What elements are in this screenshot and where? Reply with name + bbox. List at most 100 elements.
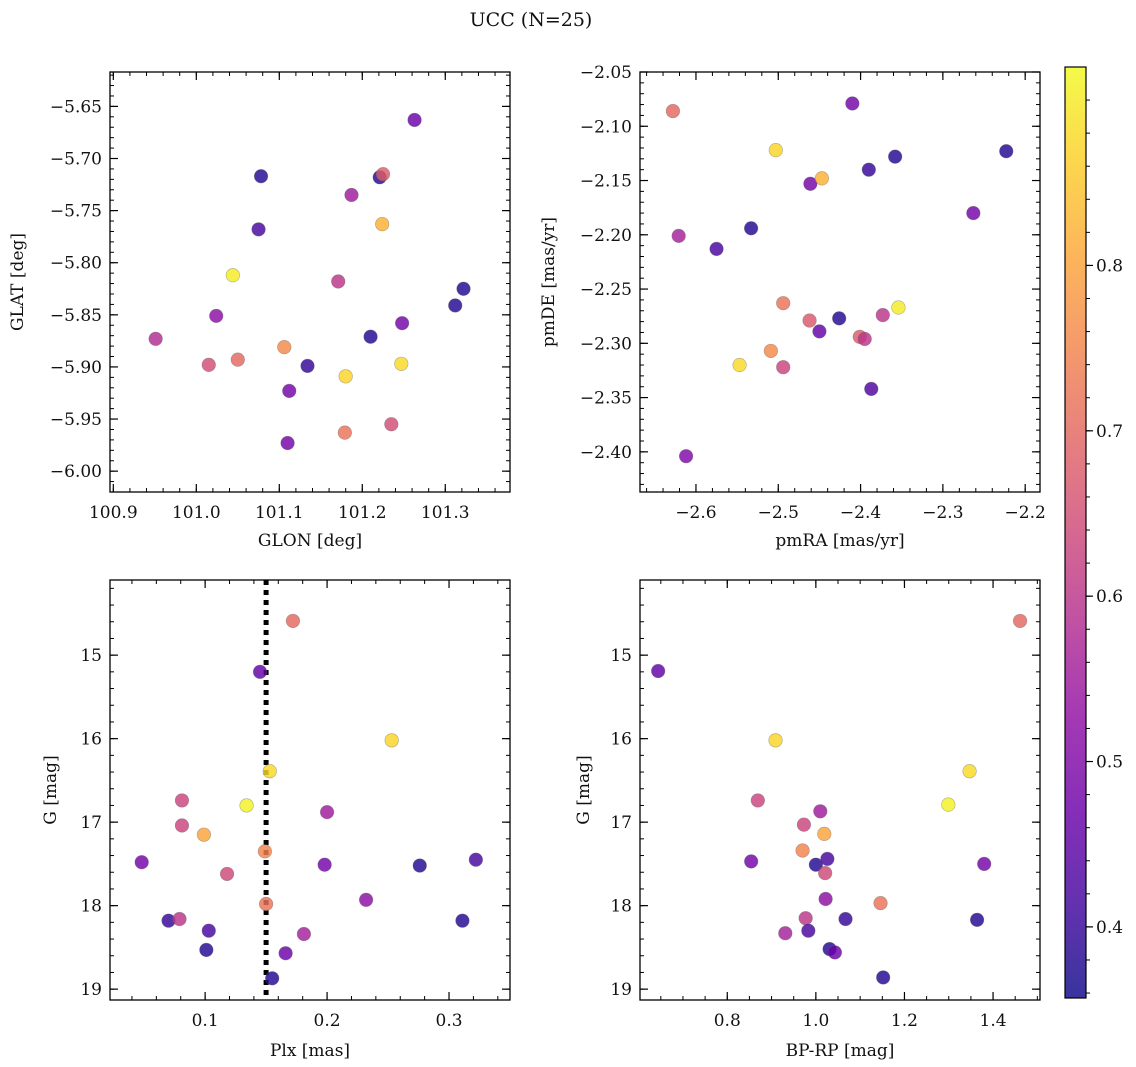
data-point [282, 383, 297, 399]
subplot-bprp-g: 0.8 1.0 1.2 1.4 15 16 17 18 19 [610, 579, 1041, 1031]
axes-frame [639, 579, 1041, 1001]
data-point [412, 858, 427, 873]
data-point [331, 274, 346, 289]
data-point [744, 221, 759, 236]
data-point [671, 228, 686, 243]
colorbar-tick-label: 0.7 [1096, 422, 1123, 442]
data-point [384, 733, 399, 748]
data-point [338, 369, 353, 384]
data-point [941, 797, 956, 812]
data-point [395, 316, 410, 331]
data-point [1012, 613, 1028, 629]
y-tick-label: 16 [80, 730, 102, 750]
x-tick-label: −2.5 [758, 503, 799, 523]
y-tick-label: −2.15 [580, 172, 632, 192]
y-tick-label: −5.80 [50, 254, 102, 274]
y-tick-label: 17 [610, 813, 632, 833]
y-tick-label: −5.85 [50, 306, 102, 326]
data-point [891, 300, 906, 315]
x-tick-label: 1.2 [891, 1011, 918, 1031]
x-axis-label-bprp: BP-RP [mag] [786, 1041, 895, 1061]
data-point [861, 162, 876, 177]
data-point [888, 149, 903, 164]
y-tick-label: −2.40 [580, 443, 632, 463]
y-axis-label-g-left: G [mag] [41, 755, 61, 824]
data-point [969, 912, 985, 927]
data-point [876, 970, 891, 985]
data-point [813, 804, 828, 819]
data-point [344, 187, 359, 203]
data-point [817, 826, 832, 841]
data-point [337, 425, 352, 440]
data-point [252, 664, 268, 679]
x-axis-label-glon: GLON [deg] [258, 531, 362, 551]
subplot-pmra-pmde: −2.6 −2.5 −2.4 −2.3 −2.2 −2.05 −2.10 −2.15 −2.20… [580, 63, 1046, 523]
data-point [277, 340, 292, 355]
data-point [820, 851, 835, 866]
data-point [977, 856, 992, 871]
data-point [148, 331, 163, 346]
x-axis-label-plx: Plx [mas] [270, 1041, 350, 1061]
y-tick-label: 15 [80, 646, 102, 666]
data-point [300, 358, 315, 373]
data-point [209, 308, 224, 323]
data-point [732, 357, 747, 373]
data-point [665, 103, 681, 119]
data-point [768, 143, 783, 158]
data-point [812, 324, 827, 339]
x-tick-label: −2.4 [840, 503, 881, 523]
data-point [319, 805, 335, 820]
x-tick-label: 1.4 [980, 1011, 1007, 1031]
data-point [678, 449, 694, 464]
x-tick-label: 101.1 [255, 503, 304, 523]
y-tick-label: 17 [80, 813, 102, 833]
data-point [278, 946, 293, 961]
colorbar-tick-label: 0.6 [1096, 587, 1123, 607]
data-point [468, 852, 483, 867]
x-axis-label-pmra: pmRA [mas/yr] [775, 531, 904, 551]
axes-frame [639, 71, 1041, 493]
y-axis-label-glat: GLAT [deg] [8, 233, 28, 331]
colorbar-tick-label: 0.8 [1096, 256, 1123, 276]
data-point [199, 942, 214, 958]
data-point [448, 298, 463, 313]
data-point [857, 331, 872, 347]
data-point [778, 926, 793, 941]
data-point [838, 911, 853, 927]
y-tick-label: −5.70 [50, 150, 102, 170]
data-point [174, 818, 190, 833]
x-tick-label: −2.3 [922, 503, 963, 523]
data-point [455, 913, 470, 928]
data-point [651, 663, 666, 679]
data-point [802, 313, 817, 328]
data-point [201, 923, 216, 938]
figure-title: UCC (N=25) [470, 9, 593, 31]
data-point [239, 798, 254, 813]
x-tick-label: 0.8 [714, 1011, 741, 1031]
data-point [296, 926, 312, 942]
colorbar: 0.4 0.5 0.6 0.7 0.8 [1064, 66, 1123, 999]
data-point [174, 793, 190, 808]
x-tick-label: 0.3 [436, 1011, 463, 1031]
axes-frame [109, 71, 511, 493]
data-point [768, 733, 783, 748]
y-tick-label: 19 [610, 980, 632, 1000]
data-point [317, 857, 332, 872]
data-point [363, 329, 378, 344]
x-tick-label: 0.2 [314, 1011, 341, 1031]
y-tick-label: −5.65 [50, 97, 102, 117]
data-point [750, 793, 765, 808]
data-point [394, 356, 409, 371]
data-point [257, 844, 272, 859]
colorbar-tick-label: 0.5 [1096, 753, 1123, 773]
data-point [801, 923, 816, 938]
subplot-glon-glat: 100.9 101.0 101.1 101.2 101.3 −5.65 −5.70 −5.75… [50, 71, 511, 523]
y-tick-label: −2.05 [580, 63, 632, 83]
data-point [196, 827, 212, 842]
y-tick-label: −2.10 [580, 117, 632, 137]
x-tick-label: −2.2 [1005, 503, 1046, 523]
data-point [798, 911, 813, 926]
data-point [845, 96, 860, 111]
data-point [375, 167, 391, 182]
